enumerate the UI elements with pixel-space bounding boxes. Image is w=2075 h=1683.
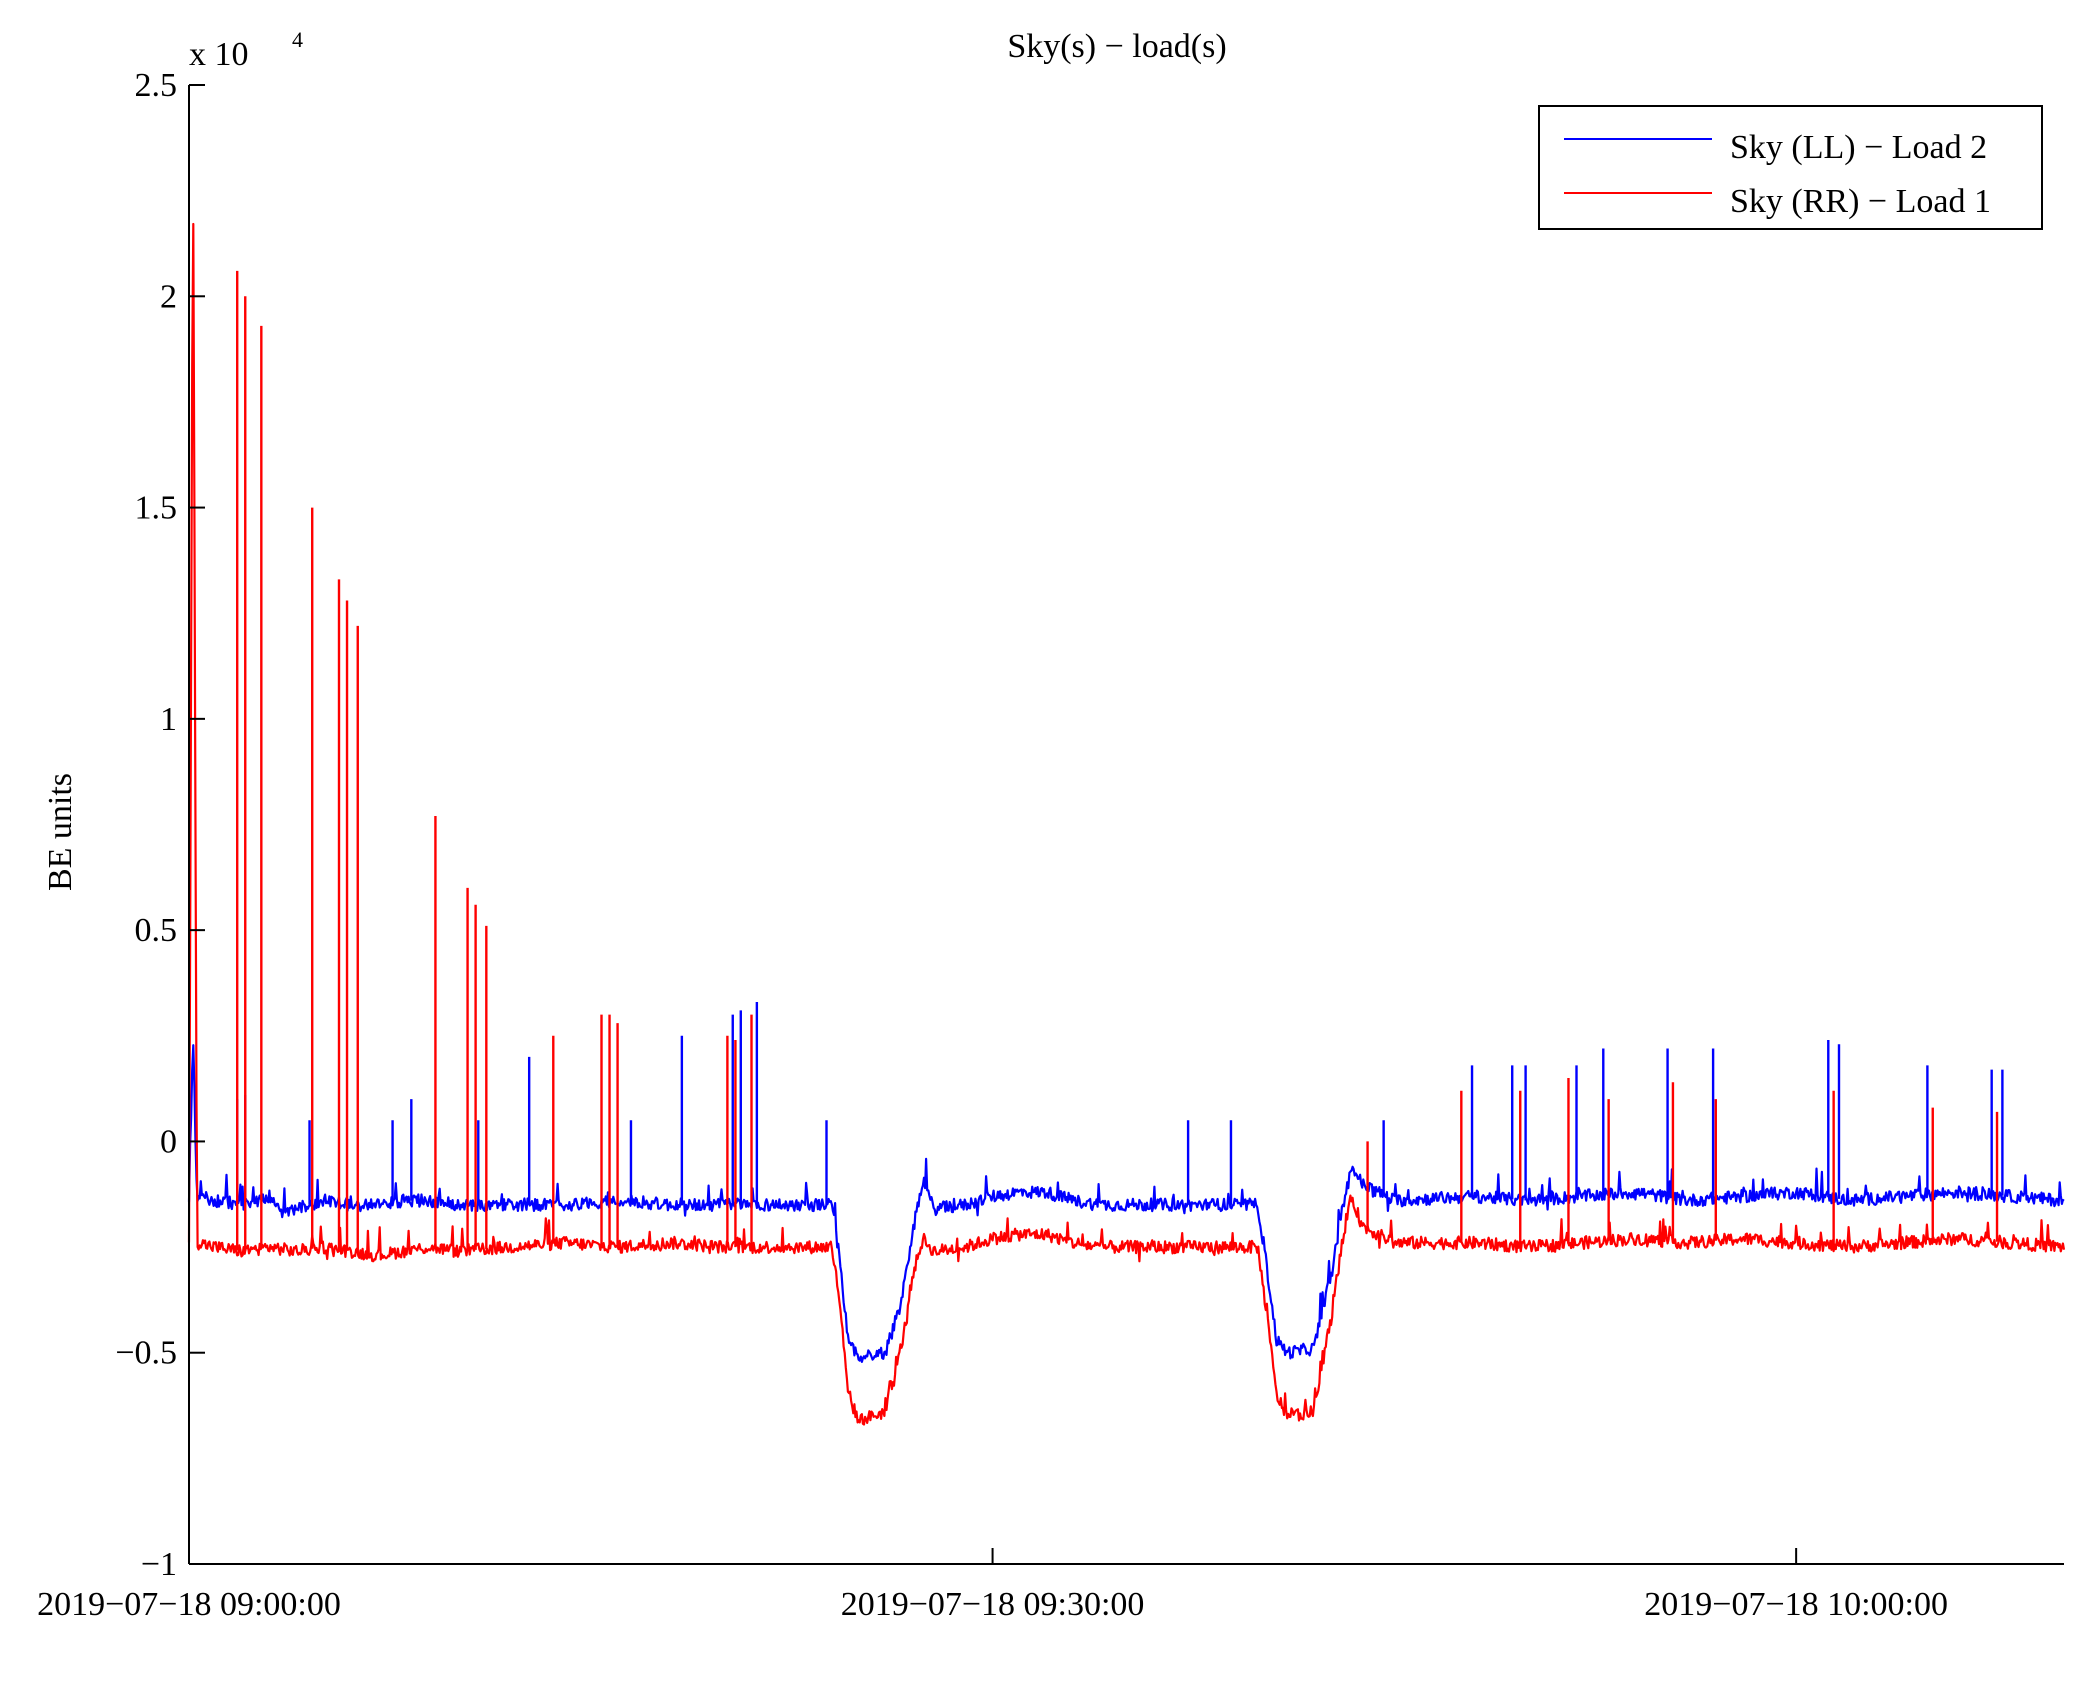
y-axis-multiplier: x 10: [189, 36, 249, 73]
chart-title: Sky(s) − load(s): [1007, 28, 1226, 65]
y-tick-label: −0.5: [115, 1335, 177, 1372]
legend-label-ll: Sky (LL) − Load 2: [1730, 129, 1987, 166]
y-tick-label: 0: [160, 1123, 177, 1160]
y-tick-label: 1: [160, 701, 177, 738]
legend: Sky (LL) − Load 2 Sky (RR) − Load 1: [1538, 105, 2043, 230]
x-tick-label: 2019−07−18 09:00:00: [37, 1586, 341, 1623]
y-tick-label: 2: [160, 278, 177, 315]
series-layer: [187, 222, 2066, 1426]
y-tick-label: −1: [141, 1546, 177, 1583]
x-tick-label: 2019−07−18 10:00:00: [1644, 1586, 1948, 1623]
y-tick-label: 1.5: [135, 490, 178, 527]
y-axis-label: BE units: [42, 773, 79, 891]
y-axis-multiplier-exponent: 4: [292, 27, 303, 52]
series-sky-rr-load-1: [187, 222, 2066, 1426]
x-tick-label: 2019−07−18 09:30:00: [841, 1586, 1145, 1623]
x-axis-ticks: 2019−07−18 09:00:00 2019−07−18 09:30:00 20…: [37, 1548, 1948, 1623]
legend-box: [1538, 105, 2043, 230]
legend-label-rr: Sky (RR) − Load 1: [1730, 183, 1991, 220]
y-tick-label: 0.5: [135, 912, 178, 949]
y-tick-label: 2.5: [135, 67, 178, 104]
series-line: [187, 1044, 2065, 1363]
series-line: [187, 222, 2066, 1426]
y-axis-ticks: −1 −0.5 0 0.5 1 1.5 2 2.5: [115, 67, 205, 1583]
